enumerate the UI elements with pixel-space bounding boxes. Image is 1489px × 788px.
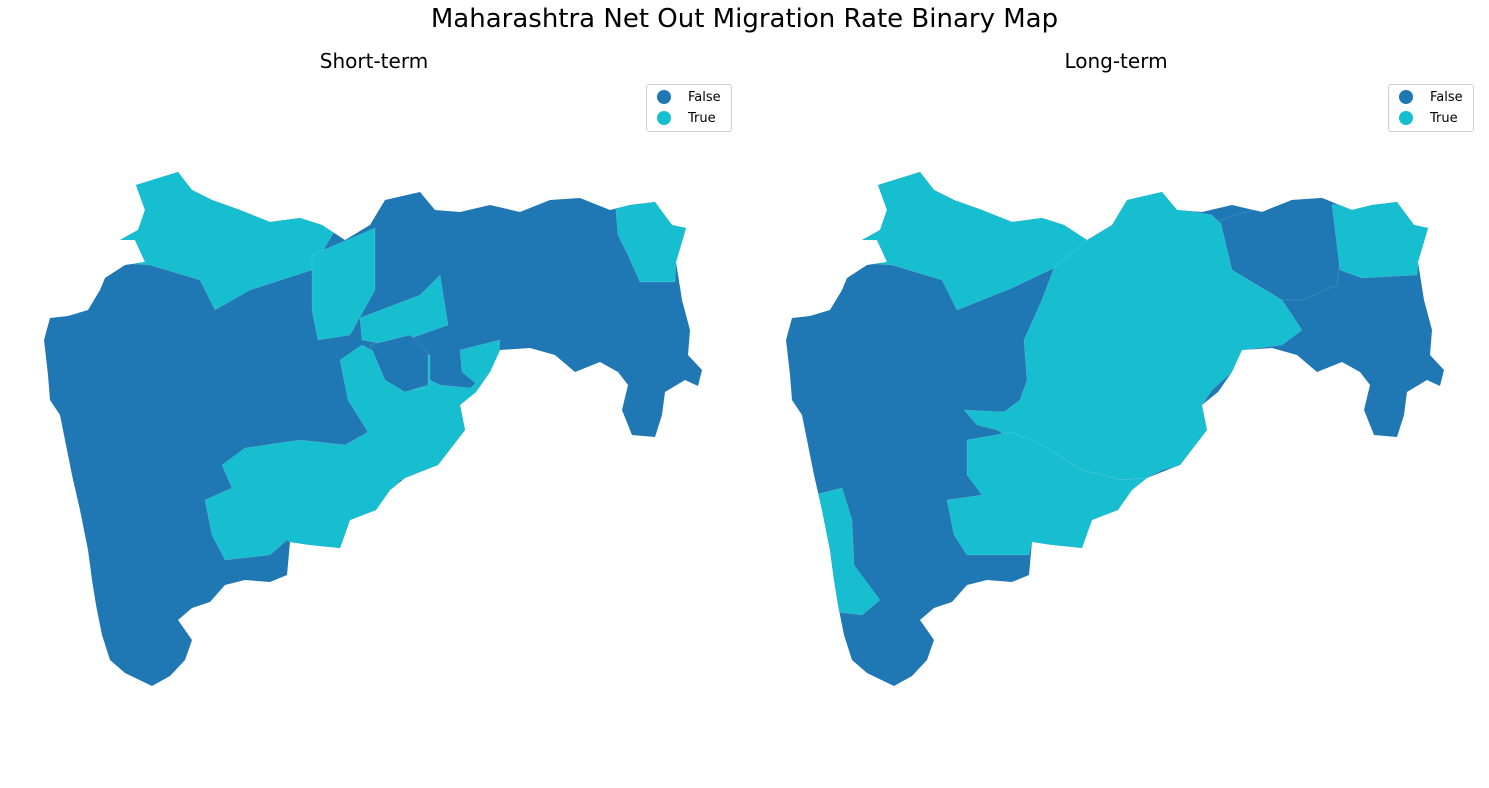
legend-label-true: True: [1430, 110, 1458, 126]
long-term-map: [786, 172, 1444, 686]
legend-label-true: True: [688, 110, 716, 126]
region-jalgaon-area: [359, 274, 449, 346]
region-far-northeast: [1331, 199, 1433, 279]
long-term-legend: False True: [1388, 84, 1474, 132]
legend-label-false: False: [1430, 89, 1463, 105]
legend-label-false: False: [688, 89, 721, 105]
region-central-band: [963, 189, 1303, 481]
legend-item-false: False: [1399, 88, 1463, 106]
short-term-map-title: Short-term: [319, 49, 429, 73]
legend-marker-true: [1399, 111, 1413, 125]
region-south-interior: [946, 431, 1148, 556]
legend-item-false: False: [657, 88, 721, 106]
legend-item-true: True: [657, 109, 716, 127]
long-term-map-title: Long-term: [1064, 49, 1168, 73]
figure-title: Maharashtra Net Out Migration Rate Binar…: [430, 4, 1059, 34]
legend-marker-false: [657, 90, 671, 104]
short-term-legend: False True: [646, 84, 732, 132]
legend-marker-true: [657, 111, 671, 125]
region-nashik: [311, 227, 376, 341]
region-hingoli-pocket: [369, 334, 429, 393]
legend-marker-false: [1399, 90, 1413, 104]
legend-item-true: True: [1399, 109, 1458, 127]
